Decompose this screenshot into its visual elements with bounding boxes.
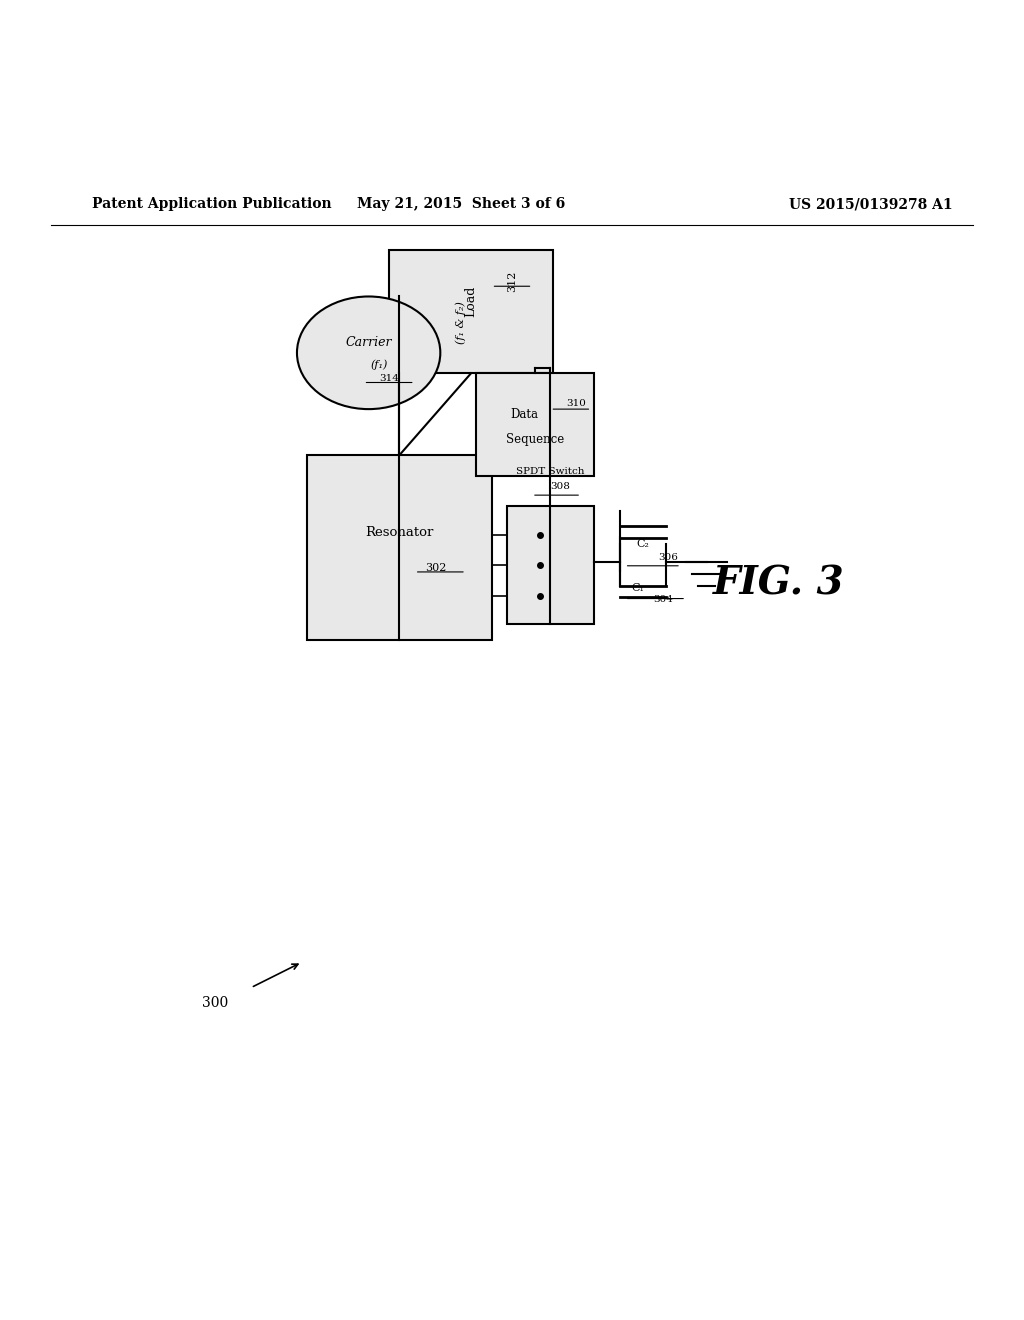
Text: C₁: C₁ xyxy=(631,583,644,593)
Text: (f₁): (f₁) xyxy=(371,360,387,371)
Text: C₂: C₂ xyxy=(636,540,649,549)
Bar xyxy=(389,251,553,374)
Text: SPDT Switch: SPDT Switch xyxy=(516,467,585,475)
Text: 304: 304 xyxy=(653,595,673,605)
Text: 312: 312 xyxy=(507,271,517,292)
Bar xyxy=(307,455,492,639)
Text: Patent Application Publication: Patent Application Publication xyxy=(92,197,332,211)
Text: 310: 310 xyxy=(566,400,586,408)
Text: Data: Data xyxy=(511,408,539,421)
Text: 302: 302 xyxy=(425,562,446,573)
Text: FIG. 3: FIG. 3 xyxy=(713,564,844,602)
Text: (f₁ & f₂): (f₁ & f₂) xyxy=(456,301,466,343)
Text: May 21, 2015  Sheet 3 of 6: May 21, 2015 Sheet 3 of 6 xyxy=(356,197,565,211)
Bar xyxy=(507,507,594,624)
Text: Load: Load xyxy=(465,286,477,317)
Text: US 2015/0139278 A1: US 2015/0139278 A1 xyxy=(788,197,952,211)
Text: 308: 308 xyxy=(551,482,570,491)
Bar xyxy=(476,374,594,475)
Text: Carrier: Carrier xyxy=(345,337,392,348)
Text: Sequence: Sequence xyxy=(506,433,564,446)
Text: 300: 300 xyxy=(202,997,228,1010)
Text: 314: 314 xyxy=(379,374,399,383)
Ellipse shape xyxy=(297,297,440,409)
Text: 306: 306 xyxy=(658,553,678,562)
Text: Resonator: Resonator xyxy=(366,525,433,539)
